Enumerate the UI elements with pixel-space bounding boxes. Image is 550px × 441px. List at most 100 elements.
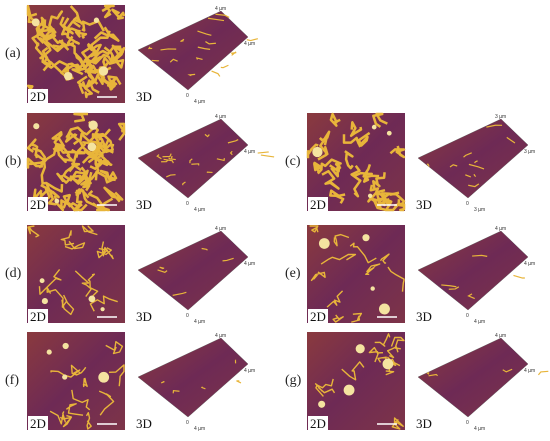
afm-3d-surface xyxy=(137,230,249,311)
feature xyxy=(74,188,90,199)
feature xyxy=(59,63,83,76)
particle xyxy=(46,349,52,355)
feature-3d xyxy=(201,247,208,251)
feature-3d xyxy=(211,70,221,77)
feature xyxy=(372,172,386,190)
feature-3d xyxy=(157,269,168,273)
axis-label: 0 xyxy=(466,201,469,207)
axis-label: 4 µm xyxy=(194,207,205,213)
feature xyxy=(82,377,88,388)
particle xyxy=(318,238,330,249)
axis-label: 4 µm xyxy=(215,226,226,232)
axis-label: 4 µm xyxy=(244,41,255,47)
label-3d: 3D xyxy=(136,309,152,324)
feature xyxy=(108,364,125,387)
axis-label: 0 xyxy=(186,201,189,207)
feature xyxy=(387,266,405,292)
feature xyxy=(101,241,114,260)
feature xyxy=(321,169,340,190)
feature xyxy=(61,294,75,316)
label-2d: 2D xyxy=(30,197,46,212)
afm-2d-image xyxy=(27,225,125,323)
particle xyxy=(382,358,394,370)
afm-3d-surface xyxy=(417,230,529,311)
feature xyxy=(350,165,362,198)
feature-3d xyxy=(537,370,549,376)
label-3d: 3D xyxy=(416,309,432,324)
feature xyxy=(342,134,362,148)
particle xyxy=(54,198,60,204)
feature xyxy=(78,30,111,69)
afm-2d-image xyxy=(307,225,405,323)
afm-3d-surface xyxy=(137,337,249,418)
feature xyxy=(310,271,326,282)
feature xyxy=(93,26,120,42)
feature xyxy=(73,112,88,123)
feature-3d xyxy=(486,124,503,128)
feature xyxy=(71,389,91,411)
feature-3d xyxy=(170,155,173,159)
particle xyxy=(318,400,326,408)
feature xyxy=(349,242,377,264)
particle xyxy=(343,384,355,396)
feature xyxy=(91,128,112,141)
particle xyxy=(62,374,68,380)
feature xyxy=(329,112,341,127)
label-2d: 2D xyxy=(310,416,326,431)
feature xyxy=(56,172,82,184)
feature xyxy=(89,295,118,312)
feature-3d xyxy=(172,389,180,394)
axis-label: 0 xyxy=(466,420,469,426)
feature xyxy=(60,230,75,246)
feature xyxy=(103,46,126,62)
axis-label: 4 µm xyxy=(524,261,535,267)
particle xyxy=(386,130,392,136)
panel-label: (g) xyxy=(285,373,302,388)
feature-3d xyxy=(156,154,162,160)
feature xyxy=(103,186,124,203)
feature-3d xyxy=(474,160,478,164)
feature xyxy=(62,193,81,209)
feature-3d xyxy=(207,17,225,22)
label-3d: 3D xyxy=(416,197,432,212)
feature-3d xyxy=(468,163,485,170)
feature xyxy=(314,383,336,394)
feature xyxy=(78,79,100,95)
feature xyxy=(87,190,107,212)
feature xyxy=(111,8,126,20)
axis-label: 4 µm xyxy=(215,114,226,120)
particle xyxy=(62,342,69,350)
particle xyxy=(367,193,373,198)
feature xyxy=(104,57,125,69)
feature xyxy=(365,263,381,275)
feature xyxy=(341,361,365,381)
particle xyxy=(370,286,375,291)
feature xyxy=(46,287,68,308)
feature xyxy=(44,36,75,53)
feature-3d xyxy=(506,136,516,144)
feature-3d xyxy=(236,380,242,384)
feature xyxy=(64,240,86,250)
afm-3d-surface xyxy=(137,10,249,91)
label-3d: 3D xyxy=(136,89,152,104)
feature xyxy=(40,28,64,45)
feature-3d xyxy=(160,48,177,51)
feature-3d xyxy=(246,38,259,42)
feature xyxy=(329,189,346,204)
feature xyxy=(362,164,372,183)
axis-label: 4 µm xyxy=(194,99,205,105)
feature xyxy=(315,378,334,397)
afm-2d-image xyxy=(26,112,126,212)
feature-3d xyxy=(159,266,165,270)
axis-label: 4 µm xyxy=(194,426,205,432)
axis-label: 3 µm xyxy=(495,114,506,120)
feature xyxy=(26,157,44,169)
particle xyxy=(362,234,370,242)
feature xyxy=(390,336,405,350)
axis-label: 3 µm xyxy=(474,207,485,213)
feature xyxy=(351,312,363,323)
particle xyxy=(312,146,323,158)
particle xyxy=(355,344,365,354)
feature xyxy=(397,199,406,212)
label-box xyxy=(308,309,328,323)
